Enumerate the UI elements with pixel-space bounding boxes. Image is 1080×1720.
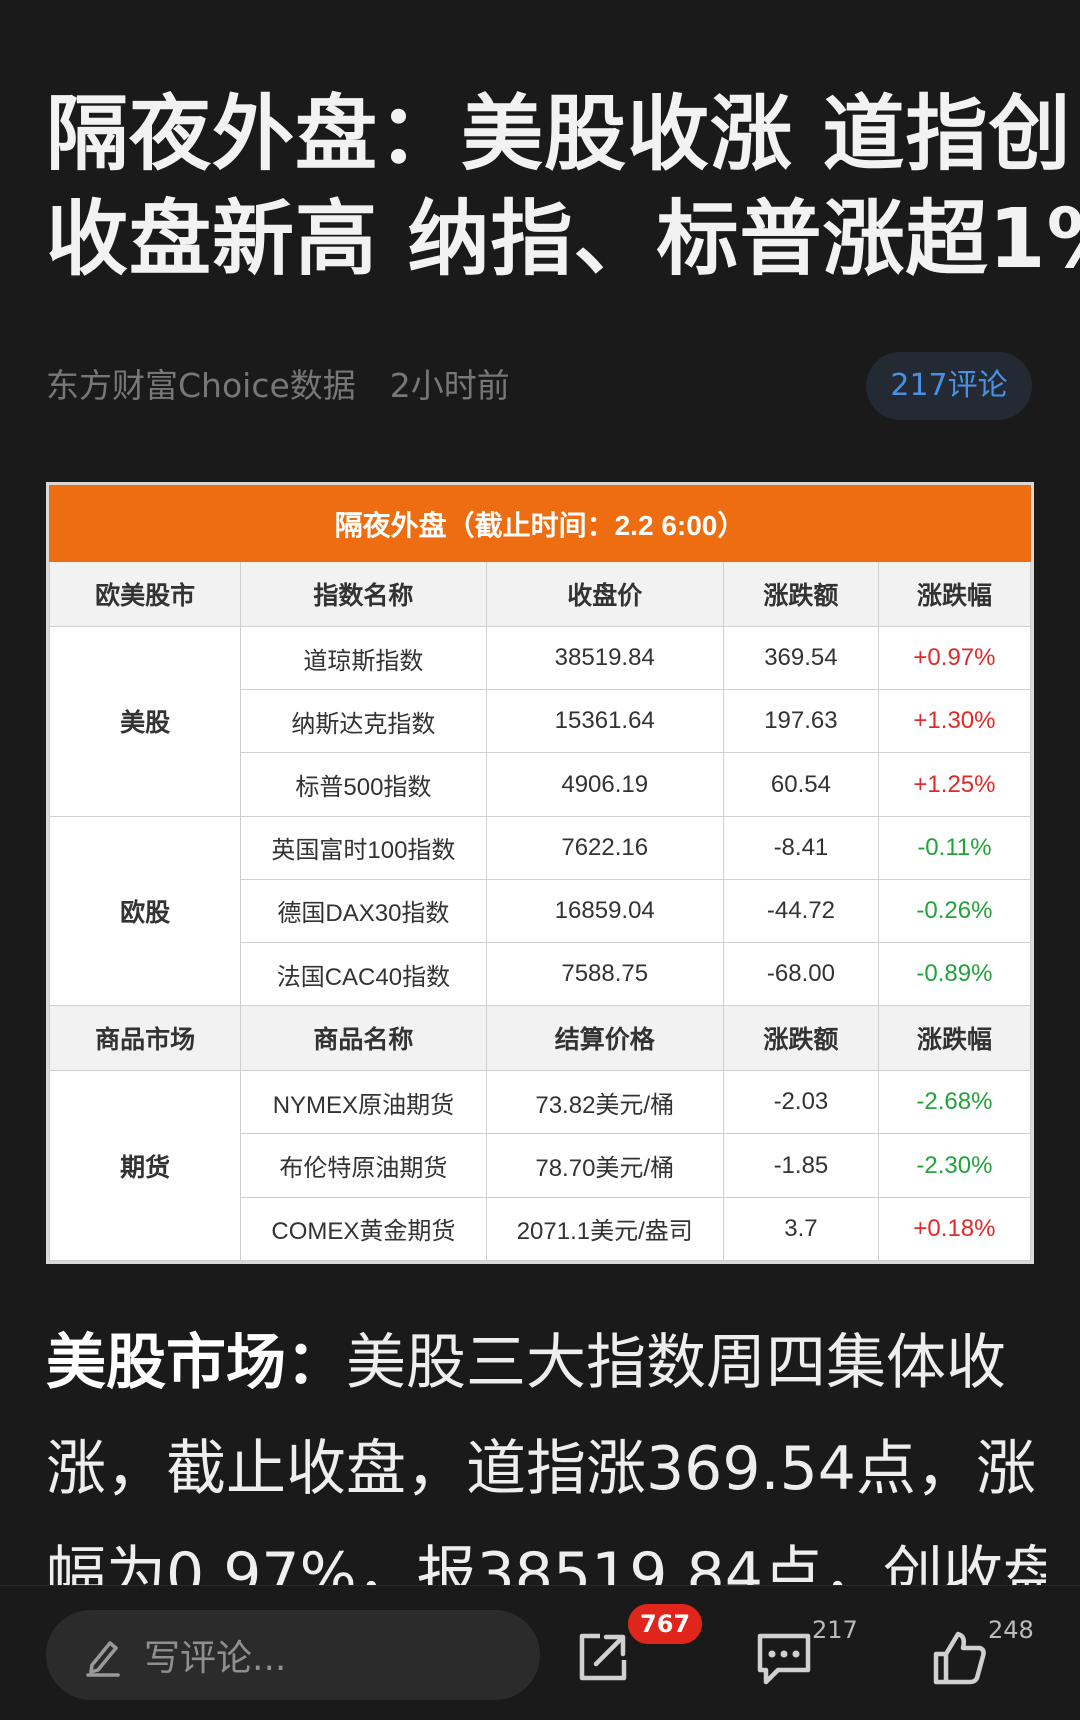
like-count: 248 xyxy=(988,1616,1034,1644)
close-price: 4906.19 xyxy=(485,752,724,817)
commodity-name: NYMEX原油期货 xyxy=(240,1070,487,1135)
index-name: 道琼斯指数 xyxy=(240,625,487,691)
change-percent: -0.11% xyxy=(877,815,1032,880)
like-icon[interactable] xyxy=(930,1628,990,1688)
bottom-action-bar: 写评论... 767 217 248 xyxy=(0,1585,1080,1720)
group-cell-futures: 期货 xyxy=(48,1070,242,1261)
change-percent: +1.30% xyxy=(877,689,1032,754)
commodity-name: COMEX黄金期货 xyxy=(240,1196,487,1262)
header-cell: 涨跌额 xyxy=(722,561,879,627)
header-cell: 欧美股市 xyxy=(48,561,242,627)
index-name: 英国富时100指数 xyxy=(240,815,487,880)
header-cell: 指数名称 xyxy=(240,561,487,627)
market-table-image[interactable]: 隔夜外盘（截止时间：2.2 6:00） 欧美股市 指数名称 收盘价 涨跌额 涨跌… xyxy=(46,482,1034,1264)
change-percent: +0.18% xyxy=(877,1196,1032,1262)
table-header-row: 欧美股市 指数名称 收盘价 涨跌额 涨跌幅 xyxy=(48,561,1032,627)
table-caption-row: 隔夜外盘（截止时间：2.2 6:00） xyxy=(49,485,1031,562)
change-amount: -68.00 xyxy=(722,942,879,1007)
body-lead: 美股市场： xyxy=(46,1328,346,1398)
change-percent: +1.25% xyxy=(877,752,1032,817)
index-name: 标普500指数 xyxy=(240,752,487,817)
table-row: 法国CAC40指数 7588.75 -68.00 -0.89% xyxy=(50,942,1032,1007)
comment-icon[interactable] xyxy=(754,1628,814,1688)
change-amount: 3.7 xyxy=(722,1196,879,1262)
article-meta: 东方财富Choice数据 2小时前 xyxy=(46,362,510,410)
comment-count: 217 xyxy=(812,1616,858,1644)
table-row: 德国DAX30指数 16859.04 -44.72 -0.26% xyxy=(50,878,1032,944)
table-row: 标普500指数 4906.19 60.54 +1.25% xyxy=(50,752,1032,817)
change-amount: 369.54 xyxy=(722,625,879,691)
source-name[interactable]: 东方财富Choice数据 xyxy=(46,366,356,405)
market-table: 隔夜外盘（截止时间：2.2 6:00） 欧美股市 指数名称 收盘价 涨跌额 涨跌… xyxy=(48,485,1032,1262)
body-line-1: 美股市场：美股三大指数周四集体收 xyxy=(46,1310,1046,1416)
change-amount: -1.85 xyxy=(722,1133,879,1198)
change-percent: -0.26% xyxy=(877,878,1032,944)
close-price: 16859.04 xyxy=(485,878,724,944)
index-name: 纳斯达克指数 xyxy=(240,689,487,754)
pencil-icon xyxy=(86,1641,120,1677)
comments-button[interactable]: 217评论 xyxy=(866,352,1032,420)
table-row: 期货 NYMEX原油期货 73.82美元/桶 -2.03 -2.68% xyxy=(48,1070,1032,1261)
table-row: 布伦特原油期货 78.70美元/桶 -1.85 -2.30% xyxy=(50,1133,1032,1198)
body-line-2: 涨，截止收盘，道指涨369.54点，涨 xyxy=(46,1434,1036,1504)
close-price: 7622.16 xyxy=(485,815,724,880)
article-body: 美股市场：美股三大指数周四集体收 涨，截止收盘，道指涨369.54点，涨 幅为0… xyxy=(46,1310,1046,1628)
index-name: 德国DAX30指数 xyxy=(240,878,487,944)
title-line-2: 收盘新高 纳指、标普涨超1% xyxy=(46,192,1080,287)
header-cell: 结算价格 xyxy=(485,1005,724,1072)
share-icon[interactable] xyxy=(574,1628,632,1686)
change-percent: +0.97% xyxy=(877,625,1032,691)
table-row: COMEX黄金期货 2071.1美元/盎司 3.7 +0.18% xyxy=(50,1196,1032,1262)
comment-placeholder: 写评论... xyxy=(144,1638,287,1679)
close-price: 15361.64 xyxy=(485,689,724,754)
change-amount: -8.41 xyxy=(722,815,879,880)
header-cell: 涨跌额 xyxy=(722,1005,879,1072)
change-amount: -44.72 xyxy=(722,878,879,944)
group-cell-eu: 欧股 xyxy=(48,815,242,1007)
settle-price: 78.70美元/桶 xyxy=(485,1133,724,1198)
header-cell: 收盘价 xyxy=(485,561,724,627)
share-count-badge: 767 xyxy=(628,1604,703,1644)
index-name: 法国CAC40指数 xyxy=(240,942,487,1007)
header-cell: 涨跌幅 xyxy=(877,1005,1032,1072)
settle-price: 2071.1美元/盎司 xyxy=(485,1196,724,1262)
change-percent: -0.89% xyxy=(877,942,1032,1007)
article-title: 隔夜外盘：美股收涨 道指创 收盘新高 纳指、标普涨超1% xyxy=(46,82,1080,292)
close-price: 7588.75 xyxy=(485,942,724,1007)
close-price: 38519.84 xyxy=(485,625,724,691)
change-amount: 197.63 xyxy=(722,689,879,754)
group-cell-us: 美股 xyxy=(48,625,242,817)
table-caption: 隔夜外盘（截止时间：2.2 6:00） xyxy=(49,485,1031,562)
title-line-1: 隔夜外盘：美股收涨 道指创 xyxy=(46,87,1072,182)
table-row: 欧股 英国富时100指数 7622.16 -8.41 -0.11% xyxy=(48,815,1032,1007)
change-amount: 60.54 xyxy=(722,752,879,817)
commodity-name: 布伦特原油期货 xyxy=(240,1133,487,1198)
table-row: 美股 道琼斯指数 38519.84 369.54 +0.97% xyxy=(48,625,1032,817)
table-header-row-commodities: 商品市场 商品名称 结算价格 涨跌额 涨跌幅 xyxy=(48,1005,1032,1072)
change-percent: -2.30% xyxy=(877,1133,1032,1198)
header-cell: 商品名称 xyxy=(240,1005,487,1072)
change-amount: -2.03 xyxy=(722,1070,879,1135)
header-cell: 涨跌幅 xyxy=(877,561,1032,627)
publish-time: 2小时前 xyxy=(389,366,510,405)
change-percent: -2.68% xyxy=(877,1070,1032,1135)
settle-price: 73.82美元/桶 xyxy=(485,1070,724,1135)
write-comment-input[interactable]: 写评论... xyxy=(46,1610,540,1700)
header-cell: 商品市场 xyxy=(48,1005,242,1072)
body-line-1-text: 美股三大指数周四集体收 xyxy=(346,1328,1006,1398)
